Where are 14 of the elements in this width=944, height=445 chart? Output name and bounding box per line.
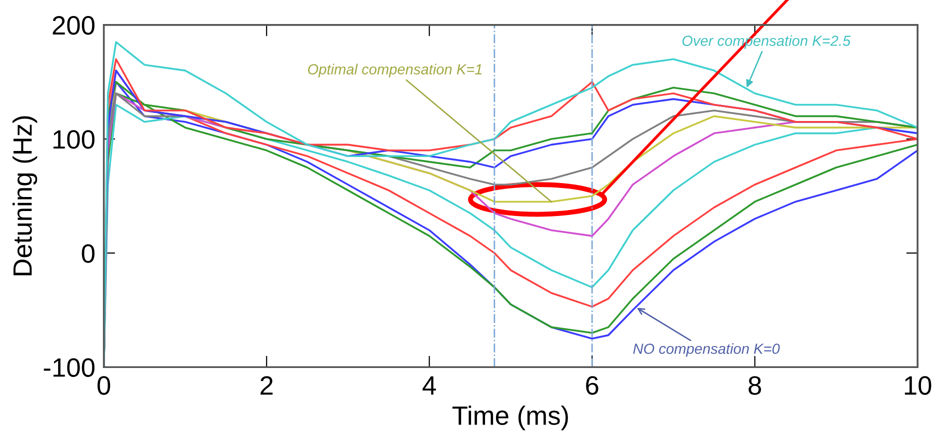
x-tick-label: 6 xyxy=(586,376,598,395)
x-tick-label: 4 xyxy=(422,376,436,395)
y-tick-label: 200 xyxy=(52,16,94,35)
x-tick-label: 2 xyxy=(260,376,273,395)
annotation: Optimal compensation K=1 xyxy=(308,64,482,78)
y-tick-label: -100 xyxy=(44,358,94,377)
x-axis-title: Time (ms) xyxy=(452,406,568,430)
x-tick-label: 8 xyxy=(748,376,762,395)
y-axis-title: Detuning (Hz) xyxy=(12,116,38,276)
y-tick-label: 100 xyxy=(53,130,94,149)
x-tick-label: 0 xyxy=(98,376,110,395)
y-tick-label: 0 xyxy=(82,244,94,263)
x-tick-label: 10 xyxy=(904,376,932,395)
annotation: NO compensation K=0 xyxy=(633,343,780,357)
